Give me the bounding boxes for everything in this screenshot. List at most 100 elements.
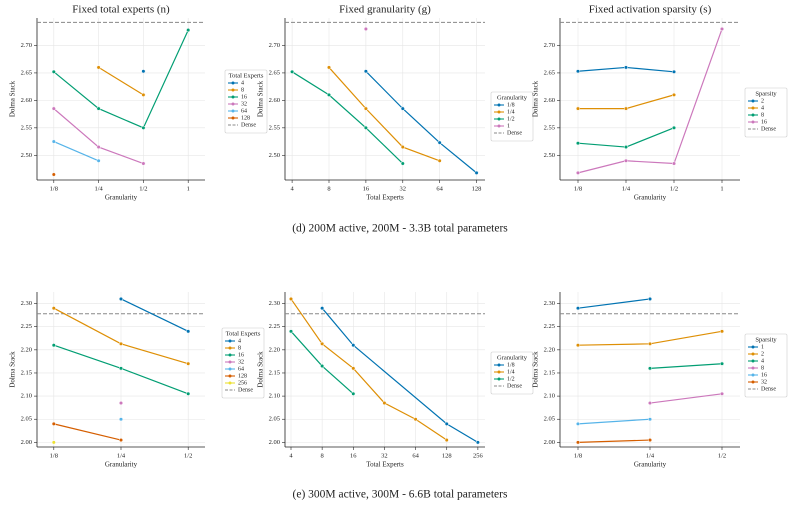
x-tick-label: 128 bbox=[442, 452, 452, 459]
legend-label: 1/2 bbox=[507, 116, 515, 122]
data-point bbox=[671, 161, 677, 166]
data-point bbox=[647, 296, 653, 301]
y-tick-label: 2.50 bbox=[269, 152, 280, 159]
y-tick-label: 2.00 bbox=[544, 439, 555, 446]
data-point bbox=[96, 145, 101, 150]
series-line bbox=[53, 423, 122, 441]
legend-label: 8 bbox=[241, 87, 244, 93]
x-tick-label: 1/4 bbox=[117, 452, 126, 459]
y-tick-label: 2.55 bbox=[21, 124, 32, 131]
x-tick-label: 1/8 bbox=[50, 185, 58, 192]
legend-marker bbox=[228, 346, 232, 350]
series-line bbox=[53, 141, 99, 162]
x-tick-label: 4 bbox=[289, 452, 293, 459]
series-line bbox=[321, 307, 479, 443]
legend-marker bbox=[228, 339, 232, 343]
data-point bbox=[186, 361, 191, 366]
series-line bbox=[577, 28, 723, 174]
y-tick-label: 2.30 bbox=[544, 300, 555, 307]
legend-label: 1 bbox=[507, 123, 510, 129]
legend-title: Sparsity bbox=[755, 336, 777, 343]
y-tick-label: 2.50 bbox=[544, 152, 555, 159]
data-point bbox=[671, 125, 677, 130]
data-point bbox=[141, 161, 146, 166]
y-tick-label: 2.60 bbox=[269, 97, 280, 104]
legend-box bbox=[744, 87, 788, 138]
legend-label: 32 bbox=[238, 359, 244, 365]
data-point bbox=[647, 366, 653, 371]
legend-marker bbox=[231, 95, 235, 99]
y-tick-label: 2.20 bbox=[21, 346, 32, 353]
x-tick-label: 1 bbox=[720, 185, 723, 192]
x-tick-label: 1/4 bbox=[646, 452, 655, 459]
data-point bbox=[141, 125, 146, 130]
legend-label: 4 bbox=[241, 80, 244, 86]
series-line bbox=[577, 418, 651, 425]
legend-label: 16 bbox=[761, 119, 767, 125]
y-tick-label: 2.20 bbox=[269, 346, 280, 353]
legend-box bbox=[490, 91, 534, 142]
y-tick-label: 2.10 bbox=[544, 393, 555, 400]
y-tick-label: 2.25 bbox=[544, 323, 555, 330]
x-tick-label: 8 bbox=[327, 185, 330, 192]
data-point bbox=[623, 158, 629, 163]
legend-label: 256 bbox=[238, 380, 247, 386]
data-point bbox=[288, 296, 294, 301]
x-tick-label: 8 bbox=[321, 452, 324, 459]
x-tick-label: 1/2 bbox=[670, 185, 678, 192]
data-point bbox=[290, 69, 295, 74]
legend-marker bbox=[751, 120, 755, 124]
data-point bbox=[437, 158, 442, 163]
legend-label: 1/4 bbox=[507, 109, 515, 115]
y-tick-label: 2.15 bbox=[544, 369, 555, 376]
data-point bbox=[363, 69, 368, 74]
data-point bbox=[51, 306, 56, 311]
y-tick-label: 2.50 bbox=[21, 152, 32, 159]
legend-marker bbox=[497, 103, 501, 107]
legend-label: 128 bbox=[238, 373, 247, 379]
series-line bbox=[53, 29, 189, 129]
data-point bbox=[326, 65, 332, 70]
x-tick-label: 1 bbox=[187, 185, 190, 192]
y-tick-label: 2.55 bbox=[544, 124, 555, 131]
y-tick-label: 2.60 bbox=[544, 97, 555, 104]
y-axis-label: Dolma Stack bbox=[532, 351, 540, 388]
data-point bbox=[363, 106, 368, 111]
y-tick-label: 2.70 bbox=[544, 42, 555, 49]
legend-label: 2 bbox=[761, 98, 764, 104]
data-point bbox=[186, 391, 191, 396]
legend-marker bbox=[228, 374, 232, 378]
data-point bbox=[475, 440, 480, 445]
y-axis-label: Dolma Stack bbox=[9, 351, 17, 388]
series-line bbox=[98, 66, 144, 96]
x-tick-label: 1/4 bbox=[622, 185, 631, 192]
x-tick-label: 1/2 bbox=[139, 185, 147, 192]
x-tick-label: 64 bbox=[436, 185, 443, 192]
series-line bbox=[365, 70, 477, 174]
legend-marker bbox=[231, 116, 235, 120]
legend-marker bbox=[497, 110, 501, 114]
legend-label: 1/8 bbox=[507, 362, 515, 368]
data-point bbox=[326, 92, 332, 97]
x-axis-label: Granularity bbox=[634, 461, 667, 469]
legend-label: 64 bbox=[241, 108, 247, 114]
data-point bbox=[719, 329, 725, 334]
x-tick-label: 32 bbox=[400, 185, 407, 192]
data-point bbox=[51, 69, 56, 74]
data-point bbox=[363, 26, 368, 32]
legend-label: 16 bbox=[241, 94, 247, 100]
data-point bbox=[575, 170, 581, 175]
y-tick-label: 2.00 bbox=[269, 439, 280, 446]
data-point bbox=[400, 106, 405, 111]
series-line bbox=[328, 67, 440, 162]
data-point bbox=[719, 391, 725, 396]
data-point bbox=[575, 421, 581, 426]
legend-label: 32 bbox=[241, 101, 247, 107]
legend-box bbox=[224, 69, 268, 134]
legend-label: 1/4 bbox=[507, 369, 515, 375]
data-point bbox=[51, 172, 56, 177]
data-point bbox=[141, 92, 146, 97]
y-tick-label: 2.65 bbox=[544, 69, 555, 76]
x-tick-label: 64 bbox=[412, 452, 419, 459]
